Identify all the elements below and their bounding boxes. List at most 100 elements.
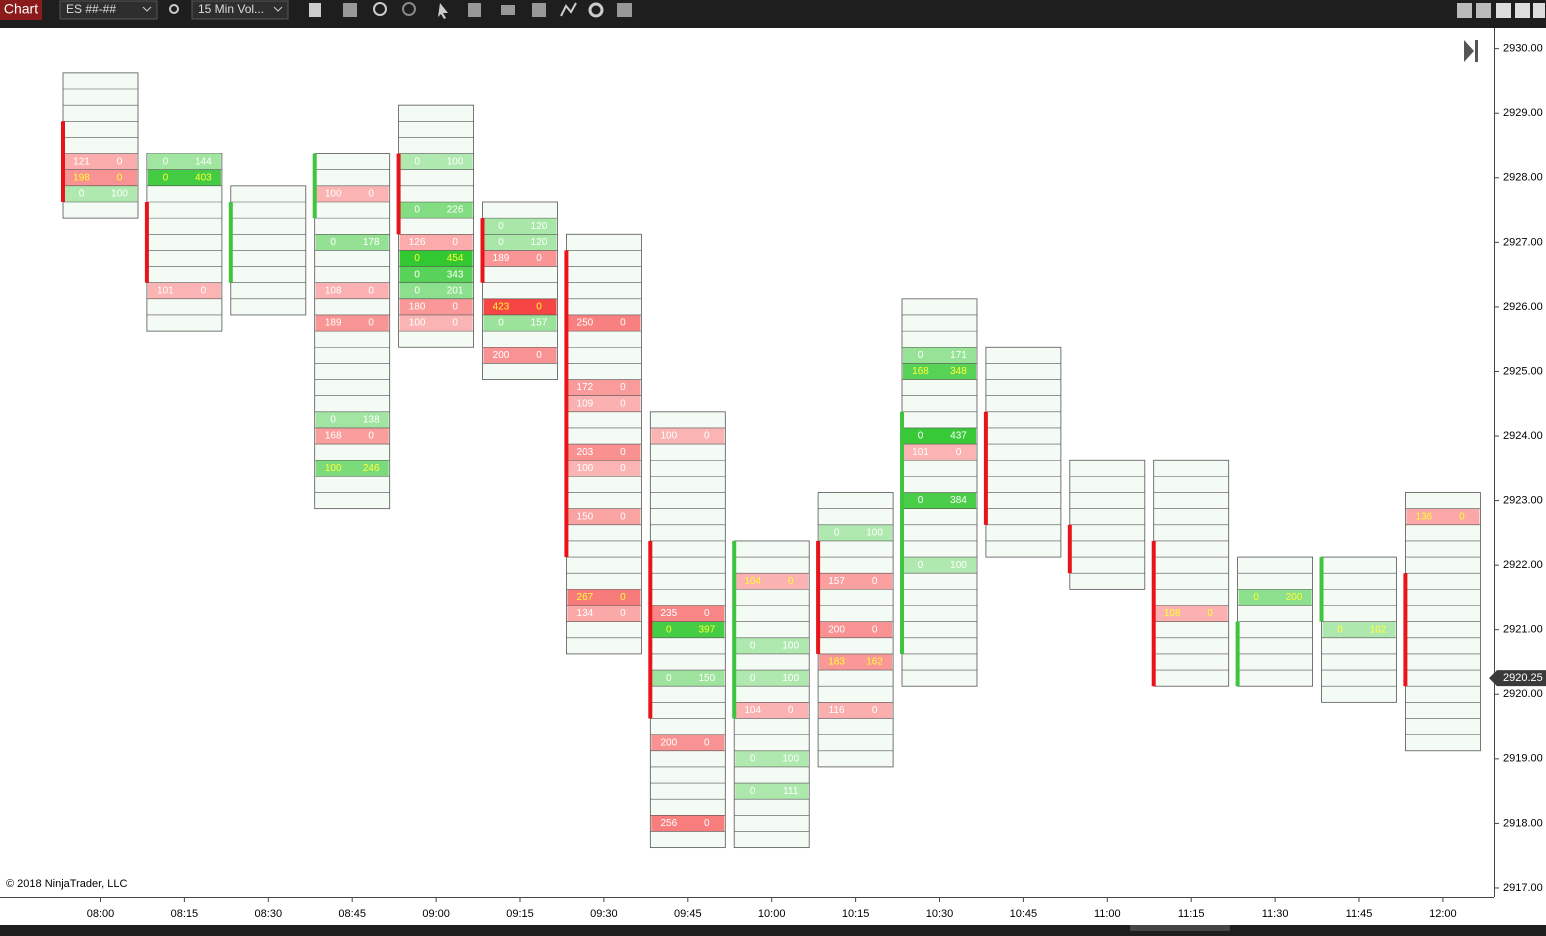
bid-label: 0 bbox=[79, 189, 85, 200]
cell bbox=[651, 427, 725, 445]
bid-label: 189 bbox=[493, 253, 510, 264]
copyright: © 2018 NinjaTrader, LLC bbox=[6, 878, 127, 890]
cell bbox=[903, 363, 976, 380]
dropdown-arrow bbox=[273, 6, 283, 12]
cell bbox=[735, 750, 809, 767]
ask-label: 384 bbox=[950, 495, 967, 506]
scroll-end-button[interactable] bbox=[1464, 40, 1478, 62]
bid-label: 104 bbox=[744, 576, 761, 587]
cell bbox=[315, 234, 389, 251]
ask-label: 0 bbox=[117, 156, 123, 167]
open-close bbox=[1151, 540, 1156, 687]
cell bbox=[567, 460, 641, 477]
x-tick-label: 11:45 bbox=[1346, 908, 1373, 920]
open-close bbox=[61, 121, 65, 202]
bid-label: 235 bbox=[660, 608, 677, 619]
ask-label: 0 bbox=[620, 398, 626, 409]
bid-label: 0 bbox=[750, 786, 756, 797]
bid-label: 0 bbox=[1337, 624, 1343, 635]
bid-label: 104 bbox=[744, 705, 761, 716]
cell bbox=[399, 201, 473, 219]
ask-label: 0 bbox=[620, 608, 626, 619]
ask-label: 0 bbox=[872, 576, 878, 587]
x-tick-label: 09:45 bbox=[674, 908, 702, 920]
y-tick-label: 2919.00 bbox=[1503, 753, 1543, 765]
bid-label: 0 bbox=[750, 753, 756, 764]
ask-label: 120 bbox=[531, 221, 548, 232]
cell bbox=[315, 427, 389, 445]
cell bbox=[399, 314, 473, 332]
instrument: ES ##-## bbox=[66, 2, 116, 16]
cell bbox=[903, 347, 976, 364]
cell bbox=[399, 234, 473, 251]
cell bbox=[735, 670, 809, 687]
ask-label: 403 bbox=[195, 172, 212, 183]
scrollbar[interactable] bbox=[1130, 925, 1230, 931]
bid-label: 0 bbox=[750, 640, 756, 651]
bid-label: 0 bbox=[414, 156, 420, 167]
cell bbox=[903, 557, 976, 574]
period-select[interactable] bbox=[191, 0, 289, 20]
ask-label: 0 bbox=[620, 447, 626, 458]
cell bbox=[819, 653, 893, 671]
cell bbox=[651, 670, 725, 687]
bid-label: 116 bbox=[829, 705, 845, 716]
bid-label: 134 bbox=[577, 608, 594, 619]
tab[interactable] bbox=[0, 0, 42, 20]
ask-label: 100 bbox=[866, 528, 883, 539]
cell bbox=[147, 169, 221, 186]
ask-label: 144 bbox=[195, 156, 212, 167]
ask-label: 0 bbox=[872, 705, 878, 716]
open-close bbox=[816, 540, 821, 654]
ask-label: 0 bbox=[620, 318, 626, 329]
open-close bbox=[900, 411, 904, 654]
bid-label: 189 bbox=[325, 318, 342, 329]
period: 15 Min Vol... bbox=[198, 2, 264, 16]
instrument-select[interactable] bbox=[59, 0, 158, 20]
x-tick-label: 09:30 bbox=[590, 908, 618, 920]
ask-label: 0 bbox=[536, 253, 542, 264]
ask-label: 150 bbox=[698, 673, 715, 684]
open-close bbox=[312, 153, 317, 219]
ask-label: 178 bbox=[363, 237, 380, 248]
cell bbox=[735, 637, 809, 654]
x-tick-label: 08:15 bbox=[171, 908, 199, 920]
cell bbox=[147, 153, 221, 170]
open-close bbox=[983, 411, 988, 525]
bid-label: 136 bbox=[1416, 511, 1433, 522]
open-close bbox=[228, 201, 233, 283]
open-close bbox=[648, 540, 653, 719]
toolbar-icons[interactable] bbox=[169, 2, 632, 19]
y-tick-label: 2917.00 bbox=[1503, 882, 1543, 894]
cell bbox=[735, 783, 809, 800]
x-tick-label: 09:15 bbox=[506, 908, 534, 920]
ask-label: 201 bbox=[447, 285, 464, 296]
bid-label: 200 bbox=[828, 624, 845, 635]
ask-label: 162 bbox=[866, 657, 883, 668]
cell bbox=[567, 605, 641, 622]
ask-label: 100 bbox=[782, 640, 799, 651]
ask-label: 120 bbox=[531, 237, 548, 248]
ask-label: 100 bbox=[782, 753, 799, 764]
x-tick-label: 11:00 bbox=[1094, 908, 1121, 920]
ask-label: 102 bbox=[1370, 624, 1387, 635]
ask-label: 0 bbox=[704, 608, 710, 619]
cell bbox=[735, 573, 809, 590]
dropdown-arrow bbox=[142, 6, 152, 12]
bid-label: 100 bbox=[325, 189, 342, 200]
bid-label: 0 bbox=[414, 253, 420, 264]
open-close bbox=[1067, 524, 1072, 574]
ask-label: 348 bbox=[950, 366, 967, 377]
open-close bbox=[396, 153, 401, 235]
cell bbox=[903, 444, 976, 461]
cell bbox=[903, 427, 976, 445]
cell bbox=[64, 169, 137, 186]
ask-label: 0 bbox=[704, 431, 710, 442]
bid-label: 0 bbox=[414, 285, 420, 296]
ask-label: 0 bbox=[1207, 608, 1213, 619]
window-buttons[interactable] bbox=[1457, 3, 1545, 18]
last-price-marker bbox=[1489, 670, 1546, 687]
y-tick-label: 2922.00 bbox=[1503, 559, 1543, 571]
ask-label: 0 bbox=[620, 511, 626, 522]
cell bbox=[819, 573, 893, 590]
